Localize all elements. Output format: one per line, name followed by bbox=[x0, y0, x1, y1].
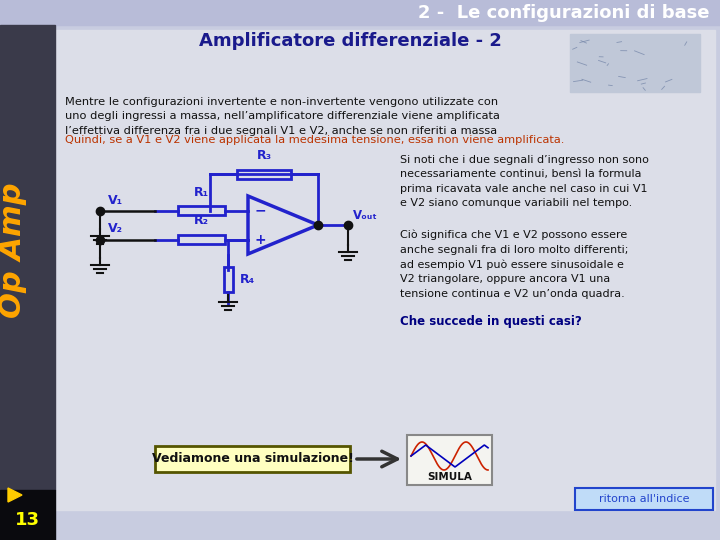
Text: 13: 13 bbox=[14, 511, 40, 529]
Text: Ciò significa che V1 e V2 possono essere
anche segnali fra di loro molto differe: Ciò significa che V1 e V2 possono essere… bbox=[400, 230, 629, 299]
Text: Op Amp: Op Amp bbox=[0, 182, 27, 318]
Text: SIMULA: SIMULA bbox=[427, 472, 472, 482]
Text: Che succede in questi casi?: Che succede in questi casi? bbox=[400, 315, 582, 328]
Bar bbox=[0, 0, 720, 25]
Text: 2 -  Le configurazioni di base: 2 - Le configurazioni di base bbox=[418, 4, 710, 22]
Text: ritorna all'indice: ritorna all'indice bbox=[599, 494, 689, 504]
Text: R₂: R₂ bbox=[194, 214, 209, 227]
FancyBboxPatch shape bbox=[575, 488, 713, 510]
Polygon shape bbox=[8, 488, 22, 502]
Text: R₄: R₄ bbox=[240, 273, 255, 286]
Bar bbox=[0, 490, 55, 540]
Bar bbox=[570, 34, 700, 92]
Text: −: − bbox=[254, 204, 266, 218]
Bar bbox=[179, 235, 225, 244]
Text: Mentre le configurazioni invertente e non-invertente vengono utilizzate con
uno : Mentre le configurazioni invertente e no… bbox=[65, 97, 500, 136]
Text: Amplificatore differenziale - 2: Amplificatore differenziale - 2 bbox=[199, 32, 501, 50]
Text: V₁: V₁ bbox=[108, 193, 123, 206]
Text: Vₒᵤₜ: Vₒᵤₜ bbox=[353, 209, 378, 222]
Bar bbox=[179, 206, 225, 215]
Text: Si noti che i due segnali d’ingresso non sono
necessariamente continui, bensì la: Si noti che i due segnali d’ingresso non… bbox=[400, 155, 649, 208]
Text: Quindi, se a V1 e V2 viene applicata la medesima tensione, essa non viene amplif: Quindi, se a V1 e V2 viene applicata la … bbox=[65, 135, 564, 145]
Text: R₃: R₃ bbox=[256, 149, 271, 162]
FancyBboxPatch shape bbox=[155, 446, 350, 472]
Text: V₂: V₂ bbox=[108, 222, 123, 235]
Bar bbox=[0, 25, 55, 490]
Text: +: + bbox=[254, 233, 266, 246]
Bar bbox=[407, 435, 492, 485]
Text: R₁: R₁ bbox=[194, 186, 209, 199]
Bar bbox=[55, 30, 715, 510]
Bar bbox=[223, 267, 233, 292]
Text: Vediamone una simulazione!: Vediamone una simulazione! bbox=[152, 453, 354, 465]
FancyArrowPatch shape bbox=[357, 451, 397, 467]
Bar bbox=[237, 170, 291, 179]
